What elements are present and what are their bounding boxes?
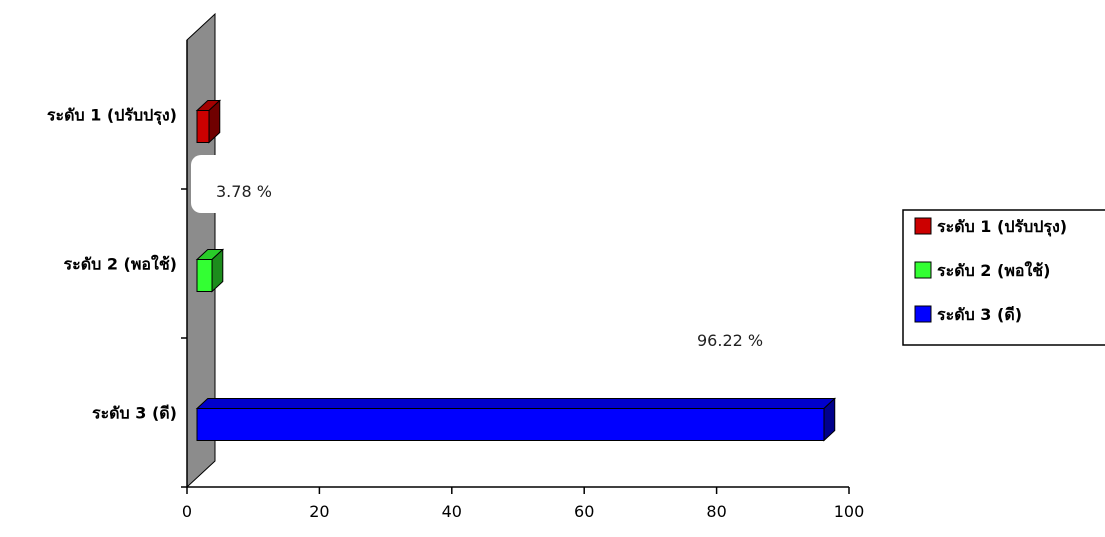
x-tick-label: 40 <box>442 502 462 521</box>
legend-swatch <box>914 305 932 323</box>
legend-entry: ระดับ 3 (ดี) <box>937 305 1022 324</box>
bar <box>196 408 825 441</box>
bar-top-face <box>195 398 837 409</box>
legend-swatch <box>914 261 932 279</box>
legend-entry: ระดับ 2 (พอใช้) <box>937 261 1050 280</box>
bar <box>196 110 210 143</box>
x-tick-label: 100 <box>834 502 865 521</box>
legend-swatch <box>914 217 932 235</box>
x-tick-label: 20 <box>309 502 329 521</box>
category-label: ระดับ 2 (พอใช้) <box>64 255 177 274</box>
bar <box>196 259 213 292</box>
data-label-box <box>191 155 311 213</box>
data-label: 96.22 % <box>697 331 763 350</box>
data-label: 3.78 % <box>216 182 272 201</box>
category-label: ระดับ 3 (ดี) <box>92 404 177 423</box>
legend-entry: ระดับ 1 (ปรับปรุง) <box>937 217 1067 237</box>
legend-box <box>902 209 1105 346</box>
category-label: ระดับ 1 (ปรับปรุง) <box>47 106 177 126</box>
x-tick-label: 60 <box>574 502 594 521</box>
x-tick-label: 0 <box>182 502 192 521</box>
x-tick-label: 80 <box>706 502 726 521</box>
